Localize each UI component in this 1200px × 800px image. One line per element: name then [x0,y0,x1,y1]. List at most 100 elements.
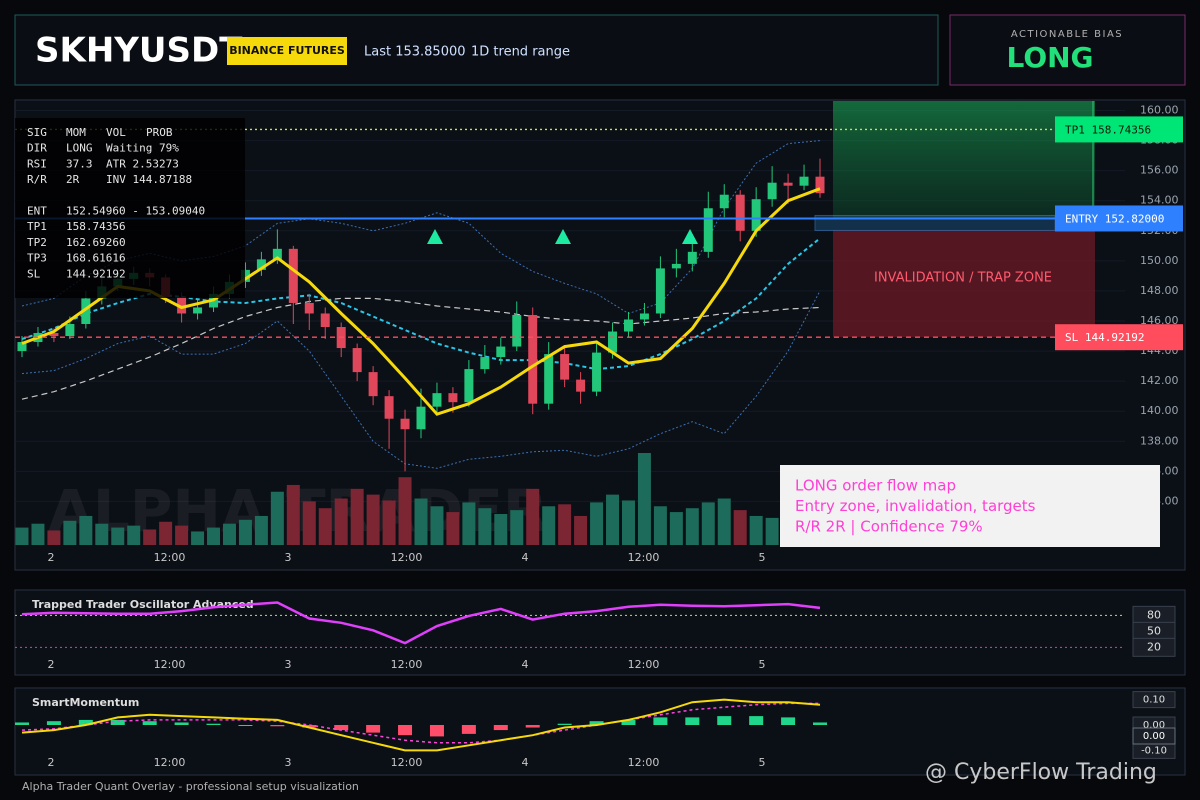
price-chart: 160.00158.00156.00154.00152.00150.00148.… [15,101,1183,769]
candle-body [193,307,203,314]
header-panel [14,14,939,86]
oscillator-panel [14,589,1186,676]
info-cell: 2R [66,173,80,186]
level-label: ENTRY 152.82000 [1065,212,1164,225]
volume-bar [159,521,173,545]
momentum-bar [621,719,636,725]
candle-body [687,251,697,264]
volume-bar [542,506,556,545]
volume-bar [254,515,268,545]
x-tick-label: 4 [522,658,529,671]
volume-bar [15,527,29,545]
y-tick-label: 50 [1147,624,1161,637]
volume-bar [175,525,189,545]
volume-bar [414,498,428,545]
momentum-bar [174,722,189,725]
trap-zone [833,230,1095,338]
candle-body [65,324,75,337]
info-cell: ATR 2.53273 [106,157,179,170]
y-tick-label: 0.00 [1143,720,1165,731]
momentum-bar [206,723,221,725]
momentum-bar [653,717,668,725]
info-cell: 162.69260 [66,236,126,249]
annotation-line: LONG order flow map [795,477,956,495]
volume-bar [270,491,284,545]
volume-bar [462,502,476,545]
candle-body [815,176,825,194]
level-tag [1055,205,1183,232]
annotation-box [780,465,1160,547]
volume-bar [143,529,157,545]
candle-body [384,396,394,419]
indicator-line [21,297,821,400]
info-cell: TP2 [27,236,47,249]
candle-body [256,259,266,270]
volume-bar [669,512,683,545]
candle-body [751,199,761,231]
volume-bar [398,477,412,545]
y-tick-label: 150.00 [1140,254,1179,267]
volume-bar [286,484,300,545]
x-tick-label: 12:00 [628,756,660,769]
momentum-line [21,698,821,752]
last-price: Last 153.85000 [364,45,466,60]
value-box [1132,727,1176,745]
candle-body [177,296,187,314]
x-tick-label: 12:00 [391,658,423,671]
volume-bar [590,502,604,545]
info-cell: 158.74356 [66,220,126,233]
x-tick-label: 3 [285,551,292,564]
volume-bar [191,531,205,545]
momentum-bar [589,721,604,725]
candle-body [304,302,314,314]
candle-body [623,319,633,332]
info-cell: ENT [27,205,47,218]
candle-body [639,313,649,320]
x-tick-label: 3 [285,658,292,671]
y-tick-label: 142.00 [1140,374,1179,387]
y-tick-label: 0.10 [1143,695,1165,706]
bias-label: ACTIONABLE BIAS [1011,29,1123,40]
info-cell: MOM [66,126,86,139]
x-tick-label: 2 [48,551,55,564]
info-cell: SL [27,267,41,280]
info-cell: TP1 [27,220,47,233]
x-tick-label: 4 [522,551,529,564]
info-cell: INV 144.87188 [106,173,192,186]
info-cell: DIR [27,142,47,155]
candle-body [240,269,250,282]
target-zone [833,101,1095,219]
bias-value: LONG [1006,41,1093,74]
volume-bar [733,510,747,545]
y-tick-label: 148.00 [1140,284,1179,297]
info-cell: TP3 [27,252,47,265]
momentum-bar [398,725,413,736]
volume-bar [478,508,492,545]
momentum-bar [15,722,29,725]
volume-bar [31,523,45,545]
tick-box [1132,691,1176,709]
candle-body [576,379,586,392]
candle-body [17,342,27,352]
y-tick-label: 160.00 [1140,104,1179,117]
info-cell: PROB [146,126,173,139]
momentum-bar [461,725,476,734]
candle-body [352,348,362,373]
overlays [427,229,698,244]
candle-body [783,182,793,186]
candle-body [400,418,410,430]
candle-body [592,352,602,392]
volume-bar [637,453,651,545]
x-tick-label: 3 [285,756,292,769]
momentum-bar [78,719,93,725]
x-tick-label: 12:00 [154,756,186,769]
volume-bar [494,514,508,545]
signal-marker [427,229,443,244]
candle-body [272,248,282,260]
momentum-bar [334,725,349,731]
annotation-line: R/R 2R | Confidence 79% [795,518,983,536]
volume-bar [366,494,380,545]
x-tick-label: 2 [48,658,55,671]
candle-body [608,331,618,353]
